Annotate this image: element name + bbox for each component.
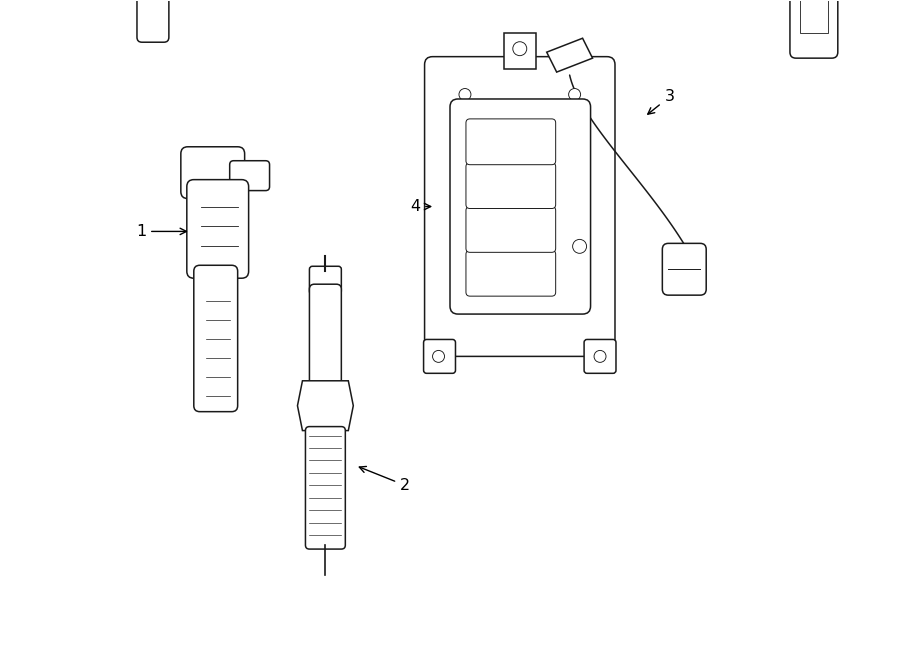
FancyBboxPatch shape	[137, 0, 169, 42]
FancyBboxPatch shape	[504, 33, 536, 69]
FancyBboxPatch shape	[662, 243, 706, 295]
Text: 6: 6	[0, 660, 1, 661]
FancyBboxPatch shape	[800, 0, 828, 33]
Text: 5: 5	[0, 660, 1, 661]
FancyBboxPatch shape	[425, 57, 615, 356]
Text: 7: 7	[0, 660, 1, 661]
Circle shape	[433, 350, 445, 362]
FancyBboxPatch shape	[466, 163, 555, 208]
Text: 4: 4	[410, 199, 431, 214]
FancyBboxPatch shape	[424, 340, 455, 373]
Circle shape	[569, 89, 580, 100]
FancyBboxPatch shape	[584, 340, 616, 373]
FancyBboxPatch shape	[310, 266, 341, 294]
FancyBboxPatch shape	[310, 284, 341, 386]
FancyBboxPatch shape	[305, 426, 346, 549]
Circle shape	[459, 89, 471, 100]
FancyBboxPatch shape	[466, 119, 555, 165]
FancyBboxPatch shape	[230, 161, 270, 190]
Circle shape	[572, 239, 587, 253]
Polygon shape	[546, 38, 592, 72]
FancyBboxPatch shape	[466, 206, 555, 253]
FancyBboxPatch shape	[790, 0, 838, 58]
FancyBboxPatch shape	[466, 251, 555, 296]
FancyBboxPatch shape	[187, 180, 248, 278]
Polygon shape	[298, 381, 354, 430]
Circle shape	[594, 350, 606, 362]
FancyBboxPatch shape	[450, 99, 590, 314]
Text: 1: 1	[136, 224, 186, 239]
Text: 3: 3	[648, 89, 674, 114]
FancyBboxPatch shape	[181, 147, 245, 198]
Circle shape	[513, 42, 526, 56]
FancyBboxPatch shape	[194, 265, 238, 412]
Text: 2: 2	[359, 467, 410, 493]
